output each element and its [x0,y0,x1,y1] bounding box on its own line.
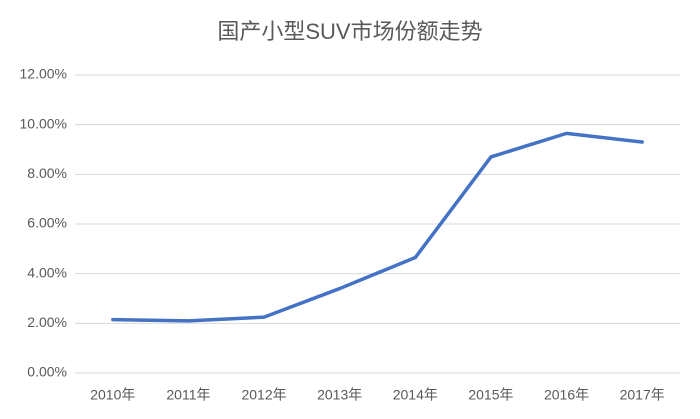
x-tick-label: 2010年 [90,387,135,403]
x-tick-label: 2012年 [241,387,286,403]
y-tick-label: 12.00% [20,66,67,82]
y-tick-label: 10.00% [20,115,67,131]
y-tick-label: 2.00% [27,314,67,330]
x-tick-label: 2013年 [317,387,362,403]
x-tick-label: 2011年 [166,387,210,403]
y-tick-label: 0.00% [27,364,67,380]
y-tick-label: 4.00% [27,264,67,280]
x-tick-label: 2015年 [468,387,513,403]
x-tick-label: 2016年 [544,387,589,403]
y-tick-label: 6.00% [27,215,67,231]
y-tick-label: 8.00% [27,165,67,181]
x-tick-label: 2017年 [620,387,665,403]
chart-title: 国产小型SUV市场份额走势 [217,19,482,44]
data-line [111,131,644,323]
x-tick-label: 2014年 [393,387,438,403]
